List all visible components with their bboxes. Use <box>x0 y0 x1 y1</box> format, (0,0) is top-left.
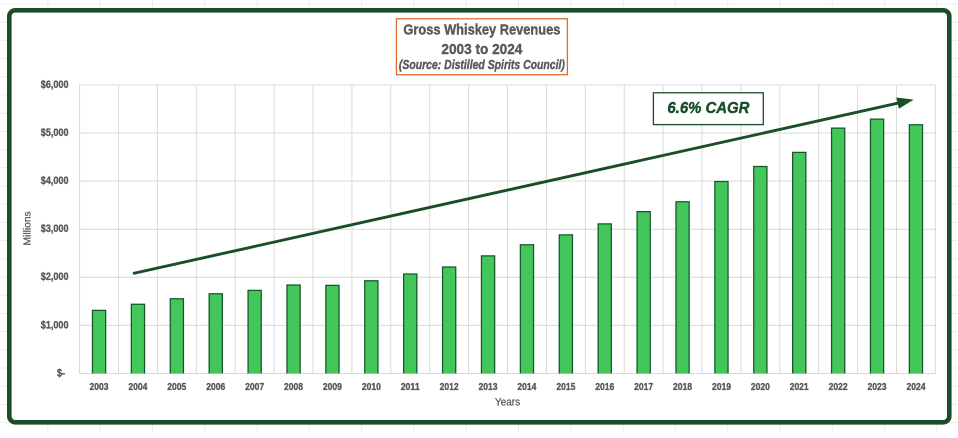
svg-text:2010: 2010 <box>362 382 381 393</box>
svg-text:6.6% CAGR: 6.6% CAGR <box>667 100 750 117</box>
svg-text:$2,000: $2,000 <box>41 271 69 283</box>
svg-text:$1,000: $1,000 <box>41 319 69 331</box>
svg-text:(Source: Distilled Spirits Cou: (Source: Distilled Spirits Council) <box>399 57 565 72</box>
svg-text:2019: 2019 <box>712 382 731 393</box>
svg-text:2008: 2008 <box>284 382 303 393</box>
svg-text:Millions: Millions <box>22 211 33 245</box>
svg-text:Gross Whiskey Revenues: Gross Whiskey Revenues <box>403 22 560 39</box>
svg-text:2006: 2006 <box>206 382 225 393</box>
svg-text:2005: 2005 <box>167 382 186 393</box>
svg-text:2007: 2007 <box>245 382 264 393</box>
svg-text:2012: 2012 <box>440 382 459 393</box>
svg-text:2021: 2021 <box>790 382 809 393</box>
svg-text:2004: 2004 <box>128 382 147 393</box>
svg-text:2003 to 2024: 2003 to 2024 <box>441 41 522 58</box>
svg-text:2024: 2024 <box>907 382 926 393</box>
svg-text:2009: 2009 <box>323 382 342 393</box>
svg-text:2014: 2014 <box>517 382 536 393</box>
svg-text:2015: 2015 <box>556 382 575 393</box>
svg-text:$6,000: $6,000 <box>41 79 69 91</box>
svg-text:2018: 2018 <box>673 382 692 393</box>
svg-text:$-: $- <box>57 367 65 379</box>
svg-text:2017: 2017 <box>634 382 653 393</box>
svg-text:$5,000: $5,000 <box>41 127 69 139</box>
svg-text:2020: 2020 <box>751 382 770 393</box>
svg-text:2003: 2003 <box>90 382 109 393</box>
svg-text:2016: 2016 <box>595 382 614 393</box>
svg-text:$4,000: $4,000 <box>41 175 69 187</box>
svg-text:2022: 2022 <box>829 382 848 393</box>
svg-text:Years: Years <box>495 397 520 409</box>
svg-text:$3,000: $3,000 <box>41 223 69 235</box>
svg-text:2023: 2023 <box>868 382 887 393</box>
svg-text:2013: 2013 <box>479 382 498 393</box>
svg-text:2011: 2011 <box>401 382 420 393</box>
